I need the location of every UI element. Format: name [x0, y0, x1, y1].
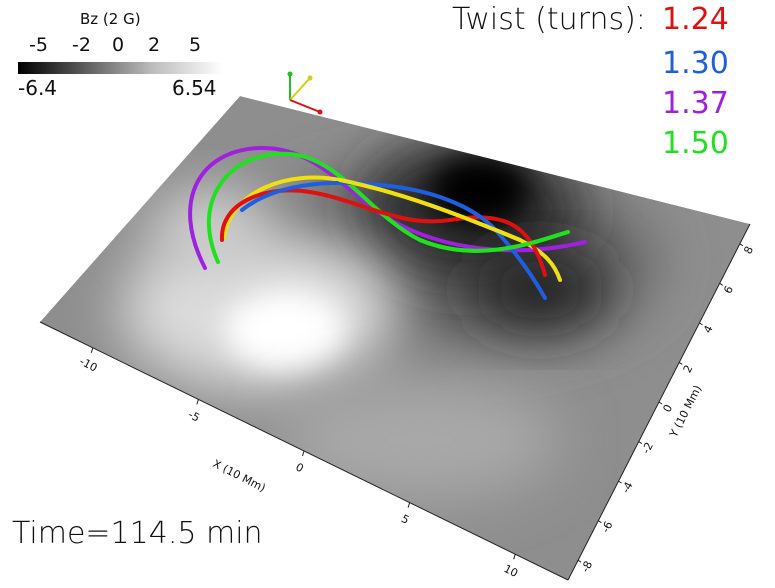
colorbar-tick: -5: [29, 34, 48, 56]
triad-z-label: Z: [294, 67, 302, 80]
tube-red: [219, 188, 547, 277]
y-axis-tick-label: -6: [599, 519, 616, 535]
y-axis-tick-label: 0: [661, 402, 676, 414]
twist-value-red: 1.24: [662, 2, 729, 37]
y-axis-tick-mark: [598, 520, 602, 524]
y-axis-ticks: -8 -6 -4 -2 0 2 4 6 8: [577, 243, 756, 575]
y-axis-tick-mark: [739, 243, 744, 247]
time-label: Time=114.5 min: [12, 516, 263, 551]
y-axis-tick-mark: [699, 322, 703, 326]
twist-value-blue: 1.30: [662, 46, 729, 81]
x-axis-tick-mark: [90, 347, 94, 353]
bz-magnetogram-plane: [40, 96, 750, 580]
y-axis-tick-label: -2: [639, 440, 656, 456]
twist-value-purple: 1.37: [662, 86, 729, 121]
y-axis-tick-label: -8: [579, 559, 596, 575]
tube-blue: [240, 180, 547, 300]
x-axis-tick-label: 5: [399, 512, 411, 527]
colorbar-tick: 2: [148, 34, 161, 56]
triad-y-label: Y: [311, 66, 319, 79]
x-axis-tick-label: 0: [294, 461, 306, 476]
colorbar-min: -6.4: [18, 76, 58, 100]
tube-yellow-front: [338, 178, 522, 242]
colorbar-max: 6.54: [172, 76, 217, 100]
colorbar-gradient: [18, 62, 223, 74]
y-axis-tick-label: 4: [701, 323, 716, 335]
colorbar-tick: 5: [189, 34, 202, 56]
y-axis-tick-mark: [638, 441, 643, 444]
y-axis-tick-mark: [719, 282, 723, 286]
colorbar-tick: -2: [72, 34, 91, 56]
y-axis-tick-label: 6: [721, 284, 736, 296]
y-axis-tick-mark: [678, 362, 683, 365]
y-axis-tick-label: 8: [741, 244, 756, 256]
triad-x-label: X: [322, 100, 330, 113]
x-axis-tick-mark: [513, 554, 516, 560]
x-axis-tick-mark: [196, 399, 199, 405]
y-axis-tick-mark: [577, 559, 582, 563]
twist-title: Twist (turns):: [452, 2, 646, 37]
tube-green-front: [418, 230, 570, 253]
x-axis-label: X (10 Mm): [211, 457, 268, 495]
orientation-triad: Z Y X: [287, 66, 330, 115]
y-axis-tick-mark: [618, 480, 622, 484]
x-axis-tick-label: -10: [77, 355, 99, 375]
x-axis-tick-label: -5: [186, 408, 202, 425]
x-axis-tick-mark: [407, 502, 411, 508]
twist-value-green: 1.50: [662, 126, 729, 161]
colorbar-title: Bz (2 G): [80, 10, 141, 28]
flux-tubes: [188, 145, 587, 300]
colorbar-tick: 0: [112, 34, 125, 56]
y-axis-tick-mark: [658, 401, 663, 405]
y-axis-tick-label: 2: [681, 363, 696, 375]
x-axis-tick-mark: [302, 450, 305, 457]
y-axis-tick-label: -4: [619, 480, 636, 496]
x-axis-tick-label: 10: [502, 562, 520, 580]
